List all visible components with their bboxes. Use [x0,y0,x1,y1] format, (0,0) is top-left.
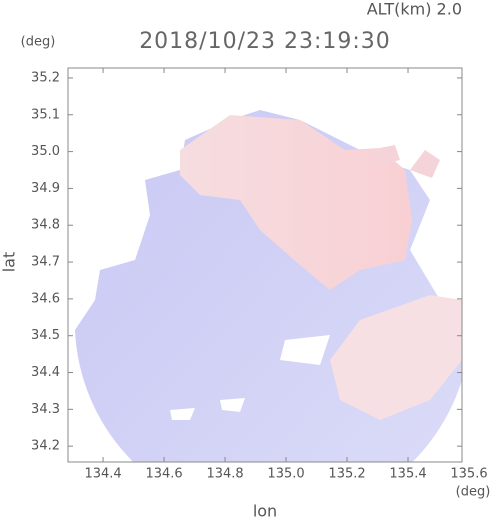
x-tick-label: 135.4 [389,467,426,482]
no-echo [170,335,330,420]
y-tick-label: 34.3 [31,402,60,417]
velocity-positive [370,145,440,178]
y-tick-label: 35.2 [31,70,60,85]
y-tick-label: 35.1 [31,107,60,122]
y-tick-label: 34.8 [31,218,60,233]
x-tick-label: 135.2 [328,467,365,482]
y-tick-label: 34.2 [31,439,60,454]
x-axis-label: lon [253,502,277,521]
altitude-label: ALT(km) 2.0 [367,0,462,19]
y-tick-label: 34.7 [31,255,60,270]
x-tick-label: 134.8 [206,467,243,482]
plot-frame [67,67,463,463]
velocity-positive [180,115,412,290]
radar-field [75,110,462,462]
y-tick-label: 34.6 [31,291,60,306]
x-tick-label: 135.0 [267,467,304,482]
y-tick-label: 34.5 [31,328,60,343]
x-tick-label: 134.4 [84,467,121,482]
y-axis-label: lat [0,252,19,273]
chart-title: 2018/10/23 23:19:30 [139,29,391,54]
x-unit: (deg) [456,485,491,500]
y-tick-label: 34.4 [31,365,60,380]
velocity-positive [330,295,462,420]
y-tick-label: 35.0 [31,144,60,159]
y-unit: (deg) [21,35,56,50]
y-tick-label: 34.9 [31,181,60,196]
x-tick-label: 135.6 [450,467,487,482]
x-tick-label: 134.6 [145,467,182,482]
